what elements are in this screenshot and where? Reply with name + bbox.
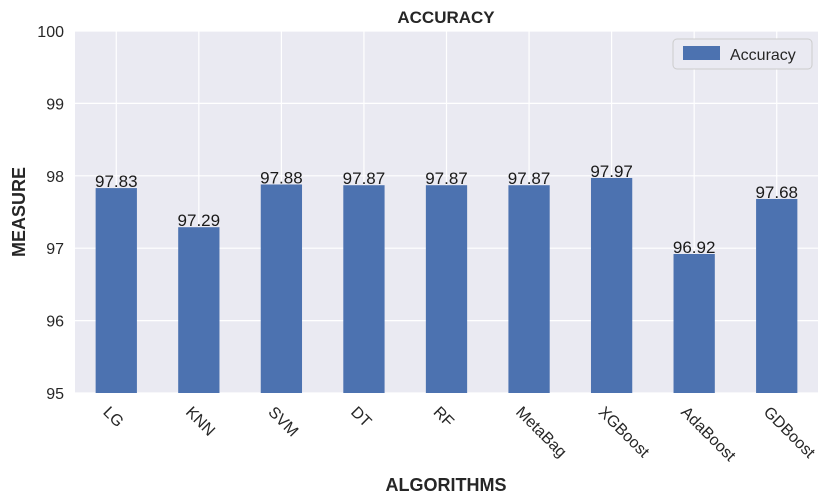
data-label: 97.87 (343, 169, 386, 188)
y-tick-label: 95 (46, 386, 64, 403)
data-label: 97.83 (95, 172, 138, 191)
y-tick-labels: 95 96 97 98 99 100 (37, 24, 64, 403)
bar-rf (425, 185, 468, 393)
y-tick-label: 96 (46, 314, 64, 331)
data-labels: 97.83 97.29 97.88 97.87 97.87 97.87 97.97 96.92… (95, 162, 798, 257)
bar-gdboost (756, 198, 798, 393)
data-label: 97.87 (425, 169, 468, 188)
y-tick-label: 100 (37, 24, 64, 41)
legend-swatch (683, 46, 720, 60)
x-tick-label: XGBoost (595, 404, 653, 462)
x-tick-label: SVM (265, 404, 302, 441)
bar-svm (260, 184, 303, 393)
bars (95, 177, 798, 393)
x-tick-label: KNN (182, 404, 218, 440)
chart-title: ACCURACY (397, 8, 495, 27)
legend: Accuracy (672, 38, 813, 70)
legend-label-accuracy: Accuracy (730, 47, 796, 64)
y-tick-label: 97 (46, 241, 64, 258)
bar-metabag (508, 185, 550, 393)
x-tick-label: RF (430, 404, 457, 431)
x-tick-label: AdaBoost (677, 404, 738, 465)
y-tick-label: 98 (46, 169, 64, 186)
x-tick-label: LG (99, 404, 126, 431)
data-label: 97.97 (590, 162, 633, 181)
bar-adaboost (673, 253, 715, 393)
bar-dt (343, 185, 385, 393)
x-tick-labels: LG KNN SVM DT RF MetaBag XGBoost AdaBoost GDBoos… (99, 404, 818, 465)
y-axis-label: MEASURE (9, 167, 29, 257)
x-axis-label: ALGORITHMS (386, 475, 507, 495)
bar-lg (95, 188, 137, 393)
x-tick-label: MetaBag (512, 404, 569, 461)
data-label: 96.92 (673, 238, 716, 257)
bar-knn (178, 227, 220, 393)
data-label: 97.29 (178, 211, 221, 230)
x-tick-label: DT (347, 404, 374, 431)
data-label: 97.88 (260, 168, 303, 187)
y-tick-label: 99 (46, 96, 64, 113)
x-tick-label: GDBoost (760, 404, 818, 462)
data-label: 97.87 (508, 169, 551, 188)
bar-xgboost (590, 177, 633, 393)
data-label: 97.68 (755, 183, 798, 202)
